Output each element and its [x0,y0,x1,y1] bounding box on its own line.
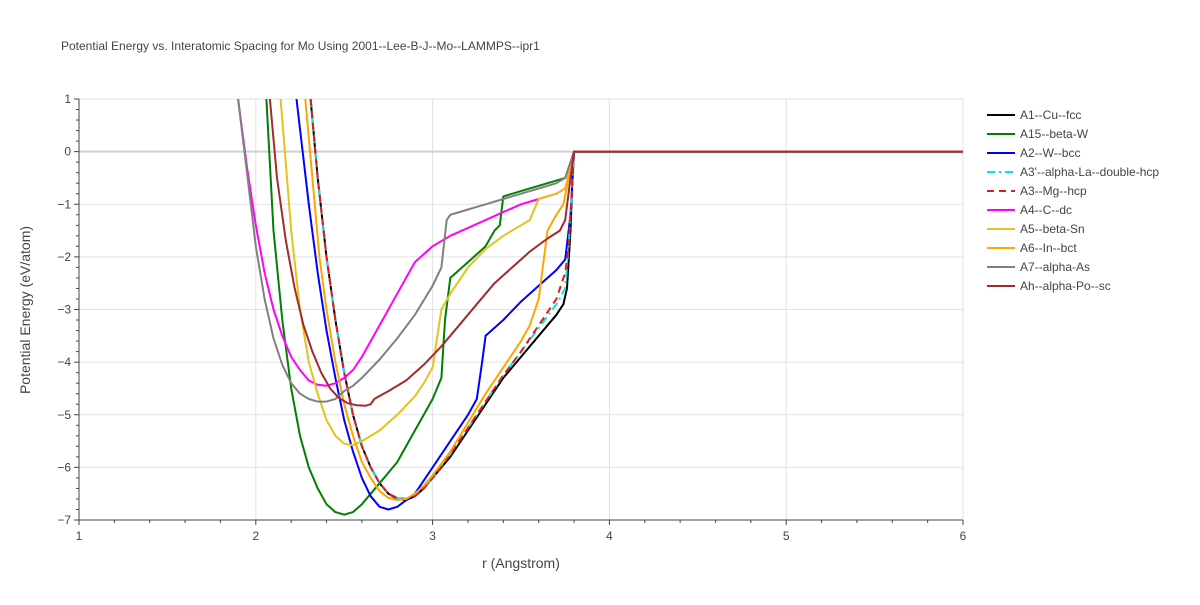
legend-label: A2--W--bcc [1020,146,1080,160]
series-line-4 [309,99,963,500]
y-tick-label: 1 [64,92,71,106]
legend-item[interactable]: A3'--alpha-La--double-hcp [987,165,1159,179]
legend-label: A1--Cu--fcc [1020,108,1081,122]
legend-item[interactable]: A5--beta-Sn [987,222,1085,236]
x-tick-label: 6 [960,529,967,543]
y-tick-label: −3 [57,303,71,317]
series-line-9 [268,99,963,407]
legend-label: A6--In--bct [1020,241,1077,255]
axes [74,98,964,525]
x-tick-label: 4 [606,529,613,543]
legend-label: A4--C--dc [1020,203,1072,217]
series-line-6 [279,99,963,447]
legend-item[interactable]: Ah--alpha-Po--sc [987,279,1111,293]
y-tick-label: −4 [57,355,71,369]
x-tick-label: 1 [76,529,83,543]
series-line-1 [265,99,963,516]
legend-label: A3--Mg--hcp [1020,184,1087,198]
x-tick-label: 2 [252,529,259,543]
legend-label: A3'--alpha-La--double-hcp [1020,165,1159,179]
y-tick-label: 0 [64,145,71,159]
series-line-5 [237,99,963,387]
x-axis-title: r (Angstrom) [482,555,560,571]
grid [79,98,964,520]
y-tick-label: −1 [57,197,71,211]
plot-area [237,99,963,516]
y-tick-label: −5 [57,408,71,422]
legend-item[interactable]: A6--In--bct [987,241,1077,255]
series-line-2 [295,99,963,511]
legend-item[interactable]: A7--alpha-As [987,260,1090,274]
x-tick-label: 5 [783,529,790,543]
tick-labels: 1 2 3 4 5 6 1 0 −1 −2 −3 −4 −5 −6 −7 [57,92,966,543]
chart-title: Potential Energy vs. Interatomic Spacing… [61,39,540,53]
series-line-0 [309,99,963,501]
legend-label: A15--beta-W [1020,127,1089,141]
legend-item[interactable]: A2--W--bcc [987,146,1080,160]
y-tick-label: −7 [57,513,71,527]
legend-item[interactable]: A4--C--dc [987,203,1072,217]
x-tick-label: 3 [429,529,436,543]
legend-item[interactable]: A15--beta-W [987,127,1089,141]
legend-item[interactable]: A3--Mg--hcp [987,184,1087,198]
y-tick-label: −2 [57,250,71,264]
series-line-8 [237,99,963,403]
legend: A1--Cu--fcc A15--beta-W A2--W--bcc A3'--alp… [987,108,1159,293]
legend-item[interactable]: A1--Cu--fcc [987,108,1081,122]
legend-label: Ah--alpha-Po--sc [1020,279,1111,293]
y-tick-label: −6 [57,460,71,474]
legend-label: A7--alpha-As [1020,260,1090,274]
legend-label: A5--beta-Sn [1020,222,1085,236]
y-axis-title: Potential Energy (eV/atom) [17,226,33,394]
series-line-7 [304,99,963,501]
series-line-3 [309,99,963,500]
